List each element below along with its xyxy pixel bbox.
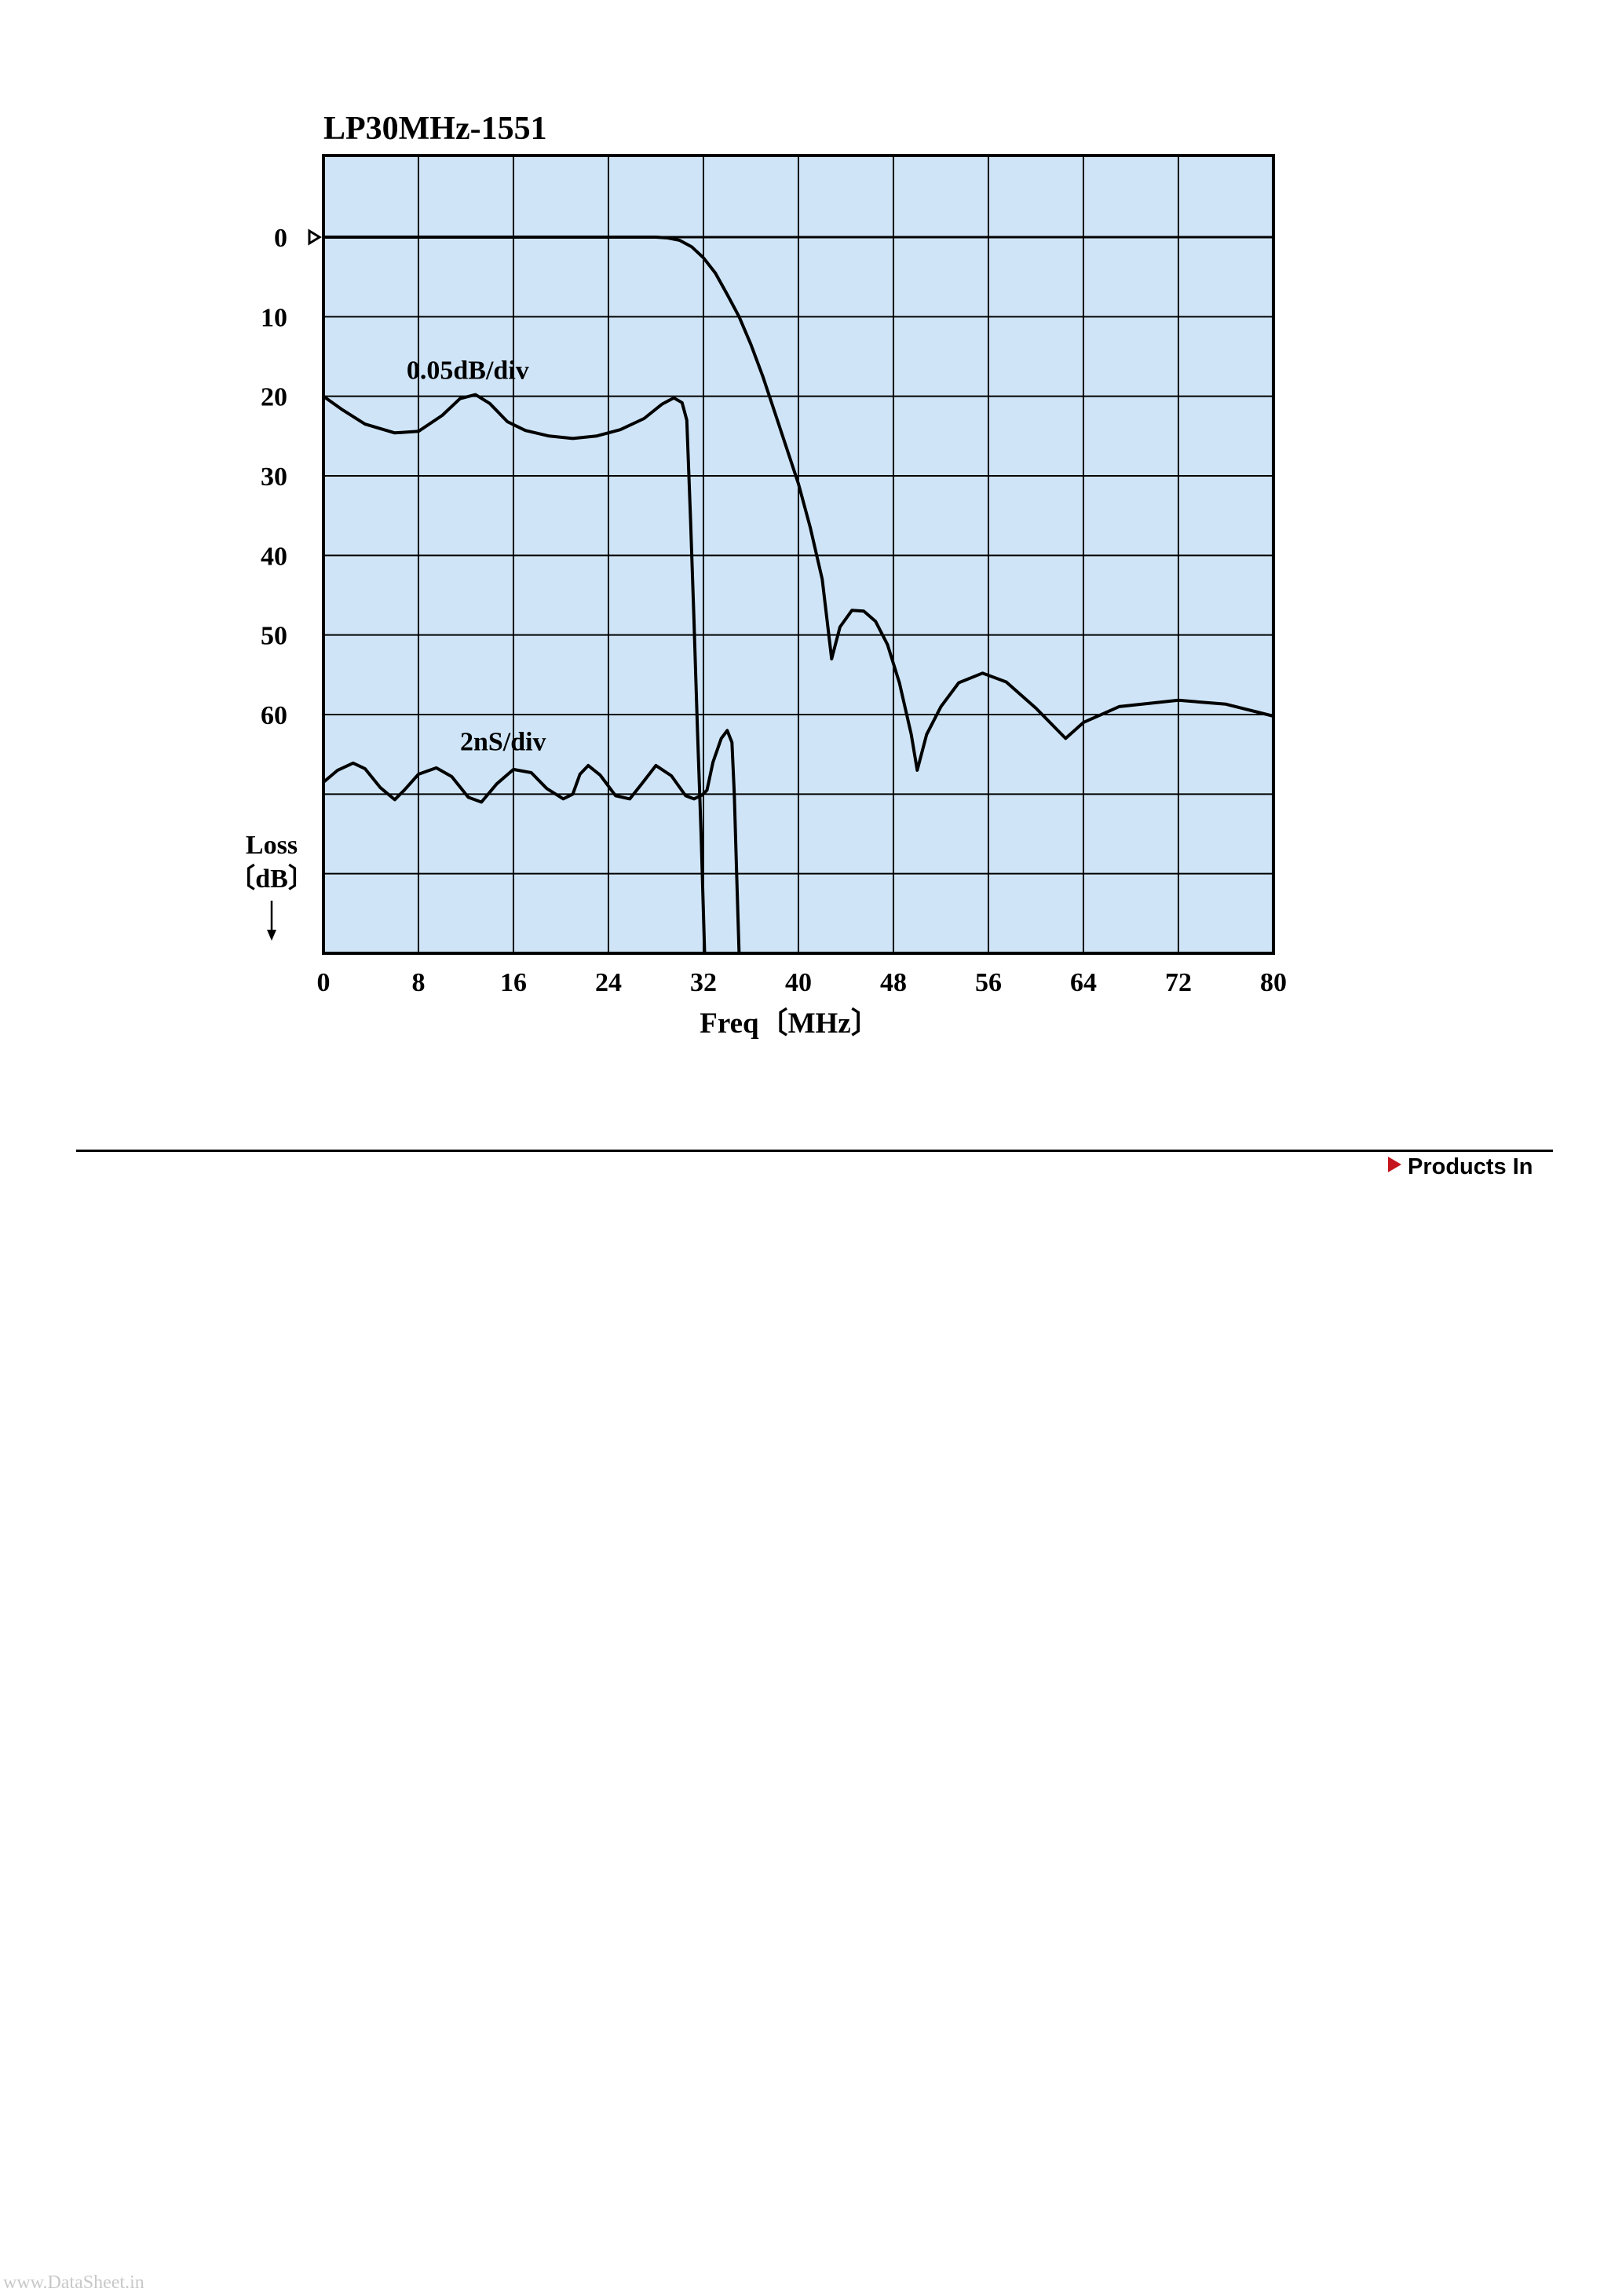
arrow-right-icon [1388, 1157, 1401, 1172]
series-label-2nS-div: 2nS/div [460, 728, 546, 757]
y-tick-label: 0 [274, 224, 287, 253]
y-tick-label: 20 [261, 383, 287, 412]
y-axis-title-line2: 〔dB〕 [228, 863, 315, 894]
y-axis-arrowhead-icon [267, 930, 276, 941]
x-tick-label: 56 [975, 968, 1002, 997]
x-tick-label: 24 [595, 968, 622, 997]
x-tick-label: 0 [317, 968, 331, 997]
x-tick-label: 80 [1260, 968, 1287, 997]
chart-title: LP30MHz-1551 [323, 111, 547, 147]
y-tick-label: 10 [261, 303, 287, 332]
x-tick-label: 64 [1070, 968, 1097, 997]
y-axis: 0 10 20 30 40 50 60 [261, 224, 287, 730]
footer-rule [76, 1150, 1553, 1152]
series-label-0.05dB-div: 0.05dB/div [407, 356, 529, 385]
x-tick-label: 8 [412, 968, 426, 997]
zero-reference-marker [308, 229, 322, 246]
series-layer [322, 236, 1275, 955]
series-line-2 [322, 393, 707, 955]
y-axis-title-line1: Loss [246, 831, 298, 860]
products-link[interactable]: Products In [1388, 1154, 1553, 1186]
y-tick-label: 40 [261, 542, 287, 571]
y-tick-label: 50 [261, 622, 287, 651]
x-tick-label: 16 [500, 968, 527, 997]
x-tick-label: 32 [690, 968, 717, 997]
x-tick-label: 40 [785, 968, 812, 997]
series-line-1 [322, 236, 1275, 772]
x-tick-label: 48 [880, 968, 907, 997]
zero-reference-triangle-icon [308, 229, 322, 246]
series-line-3 [322, 729, 741, 955]
watermark: www.DataSheet.in [3, 2272, 144, 2293]
y-axis-title: Loss 〔dB〕 [228, 831, 315, 941]
products-link-label: Products In [1408, 1154, 1533, 1179]
x-axis-title: Freq〔MHz〕 [700, 1007, 879, 1040]
x-axis: 0 8 16 24 32 40 48 56 64 72 80 [317, 968, 1288, 997]
y-tick-label: 30 [261, 462, 287, 492]
x-tick-label: 72 [1165, 968, 1192, 997]
y-tick-label: 60 [261, 701, 287, 730]
